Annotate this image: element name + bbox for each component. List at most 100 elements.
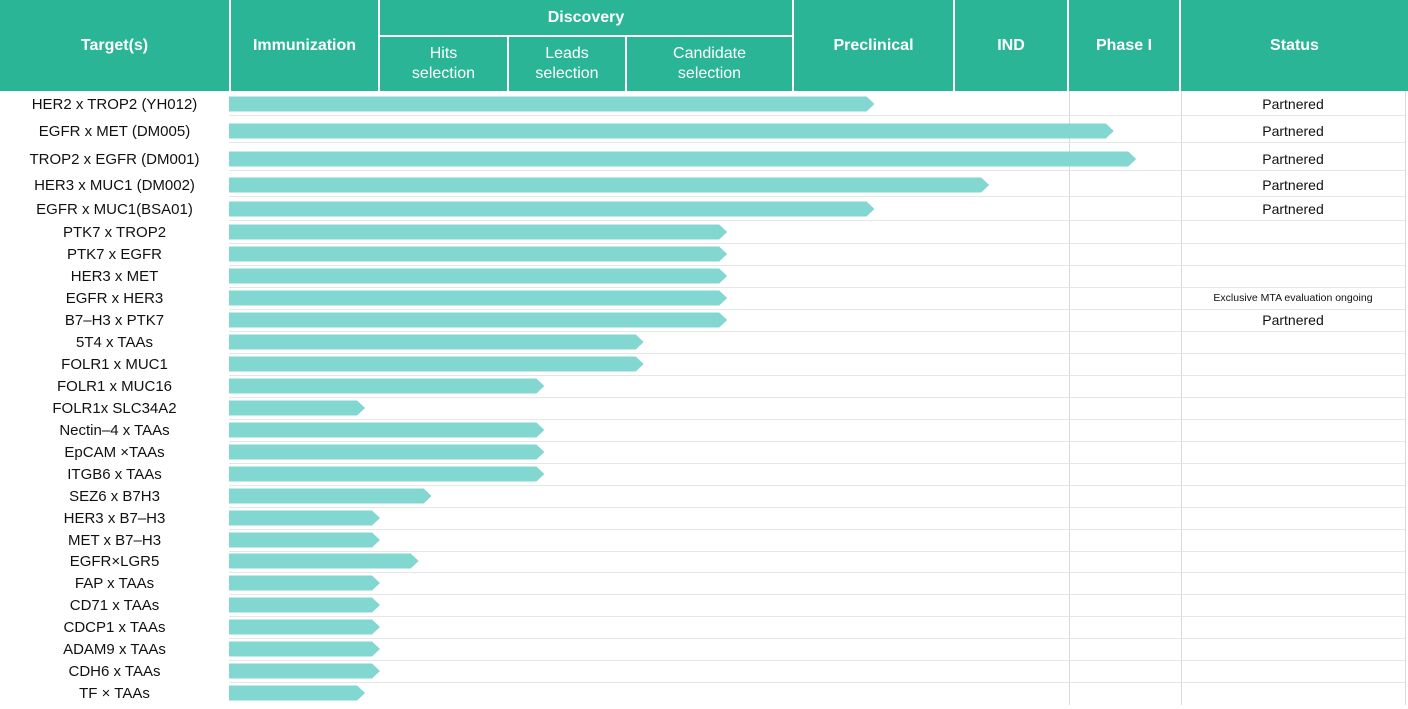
row-divider [229, 419, 1405, 420]
target-label: EpCAM ×TAAs [64, 443, 165, 461]
status-label: Partnered [1262, 150, 1324, 167]
row-divider [229, 353, 1405, 354]
target-label: HER2 x TROP2 (YH012) [31, 95, 198, 113]
header-hits-selection: Hits selection [380, 37, 509, 91]
pipeline-row: Nectin–4 x TAAs [0, 420, 1408, 441]
pipeline-row: FOLR1x SLC34A2 [0, 398, 1408, 419]
row-divider [229, 309, 1405, 310]
progress-bars [229, 96, 1137, 701]
progress-bar [229, 510, 380, 526]
row-divider [229, 243, 1405, 244]
pipeline-row: HER3 x MET [0, 266, 1408, 287]
target-label: HER3 x MET [70, 267, 159, 285]
grid-line [1181, 91, 1182, 705]
progress-bar [229, 400, 366, 416]
progress-bar [229, 268, 728, 284]
target-label: FOLR1 x MUC1 [61, 355, 168, 373]
status-label: Partnered [1262, 122, 1324, 139]
header-ind: IND [955, 0, 1069, 91]
pipeline-row: PTK7 x EGFR [0, 244, 1408, 265]
pipeline-row: 5T4 x TAAs [0, 332, 1408, 353]
pipeline-grid: HER2 x TROP2 (YH012) Partnered EGFR x MET … [0, 91, 1408, 709]
row-divider [229, 572, 1405, 573]
pipeline-row: MET x B7–H3 [0, 530, 1408, 551]
header-preclinical: Preclinical [794, 0, 955, 91]
progress-bar [229, 246, 728, 262]
progress-bar [229, 224, 728, 240]
pipeline-row: HER2 x TROP2 (YH012) Partnered [0, 94, 1408, 115]
target-label: EGFR x HER3 [65, 289, 164, 307]
row-divider [229, 638, 1405, 639]
row-divider [229, 463, 1405, 464]
target-label: 5T4 x TAAs [76, 333, 153, 351]
header-phase-1: Phase I [1069, 0, 1181, 91]
progress-bar [229, 312, 728, 328]
pipeline-row: ADAM9 x TAAs [0, 639, 1408, 660]
pipeline-row: HER3 x MUC1 (DM002) Partnered [0, 175, 1408, 196]
pipeline-row: TF × TAAs [0, 683, 1408, 704]
pipeline-row: FAP x TAAs [0, 573, 1408, 594]
progress-bar [229, 466, 545, 482]
row-divider [229, 616, 1405, 617]
row-divider [229, 170, 1405, 171]
target-label: Nectin–4 x TAAs [59, 421, 170, 439]
progress-bar [229, 422, 545, 438]
status-label: Partnered [1262, 95, 1324, 112]
pipeline-row: CDH6 x TAAs [0, 661, 1408, 682]
target-label: FOLR1 x MUC16 [56, 377, 173, 395]
status-label: Exclusive MTA evaluation ongoing [1213, 291, 1373, 304]
target-label: HER3 x B7–H3 [63, 509, 166, 527]
row-divider [229, 397, 1405, 398]
progress-bar [229, 575, 380, 591]
progress-bar [229, 96, 875, 112]
progress-bar [229, 685, 366, 701]
status-label: Partnered [1262, 311, 1324, 328]
header-leads-selection: Leads selection [509, 37, 627, 91]
row-divider [229, 220, 1405, 221]
grid-line [1405, 91, 1406, 705]
pipeline-row: EGFR×LGR5 [0, 551, 1408, 572]
target-label: EGFR×LGR5 [69, 552, 160, 570]
row-divider [229, 660, 1405, 661]
progress-bar [229, 597, 380, 613]
pipeline-row: ITGB6 x TAAs [0, 464, 1408, 485]
progress-bar [229, 356, 644, 372]
row-divider [229, 331, 1405, 332]
row-divider [229, 375, 1405, 376]
target-label: MET x B7–H3 [67, 531, 162, 549]
pipeline-header: Target(s) Immunization Discovery Hits se… [0, 0, 1408, 91]
progress-bar [229, 553, 419, 569]
target-label: EGFR x MET (DM005) [38, 122, 191, 140]
pipeline-row: EGFR x MET (DM005) Partnered [0, 121, 1408, 142]
row-divider [229, 529, 1405, 530]
target-label: CD71 x TAAs [69, 596, 160, 614]
row-divider [229, 594, 1405, 595]
progress-bar [229, 641, 380, 657]
pipeline-row: TROP2 x EGFR (DM001) Partnered [0, 149, 1408, 170]
target-label: HER3 x MUC1 (DM002) [34, 176, 195, 194]
target-label: B7–H3 x PTK7 [64, 311, 165, 329]
header-discovery: Discovery [380, 0, 794, 37]
pipeline-row: EpCAM ×TAAs [0, 442, 1408, 463]
target-label: CDCP1 x TAAs [63, 618, 166, 636]
header-candidate-selection: Candidate selection [627, 37, 794, 91]
target-label: CDH6 x TAAs [68, 662, 161, 680]
progress-bar [229, 488, 432, 504]
progress-bar [229, 290, 728, 306]
row-divider [229, 142, 1405, 143]
pipeline-row: SEZ6 x B7H3 [0, 486, 1408, 507]
progress-bar [229, 663, 380, 679]
target-label: FOLR1x SLC34A2 [52, 399, 177, 417]
header-status: Status [1181, 0, 1408, 91]
pipeline-row: HER3 x B7–H3 [0, 508, 1408, 529]
pipeline-row: EGFR x HER3 Exclusive MTA evaluation ongo… [0, 288, 1408, 309]
progress-bar [229, 378, 545, 394]
row-divider [229, 682, 1405, 683]
target-label: ITGB6 x TAAs [67, 465, 162, 483]
target-label: PTK7 x TROP2 [62, 223, 167, 241]
pipeline-row: FOLR1 x MUC1 [0, 354, 1408, 375]
pipeline-row: CDCP1 x TAAs [0, 617, 1408, 638]
grid-line [1069, 91, 1070, 705]
target-label: TF × TAAs [79, 684, 150, 702]
progress-bar [229, 123, 1114, 139]
